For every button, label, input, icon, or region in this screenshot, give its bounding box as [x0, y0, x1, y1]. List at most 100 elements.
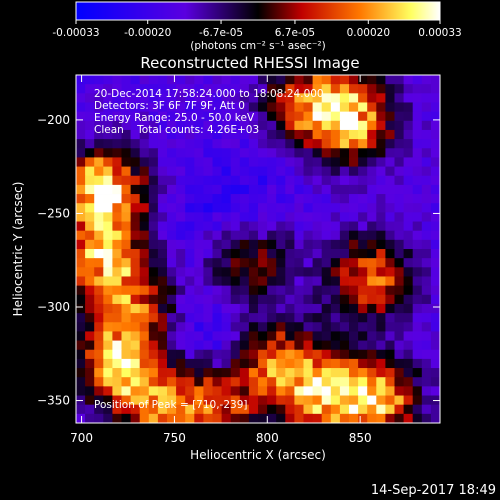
- heatmap-cell: [285, 276, 295, 287]
- heatmap-cell: [421, 322, 432, 332]
- heatmap-cell: [367, 194, 377, 204]
- heatmap-cell: [239, 111, 250, 122]
- heatmap-cell: [194, 111, 204, 122]
- heatmap-cell: [203, 395, 213, 406]
- heatmap-cell: [367, 230, 377, 241]
- heatmap-cell: [139, 166, 150, 177]
- heatmap-cell: [358, 102, 368, 113]
- heatmap-cell: [312, 395, 323, 406]
- heatmap-cell: [376, 377, 386, 387]
- heatmap-cell: [258, 75, 268, 85]
- heatmap-cell: [185, 331, 195, 341]
- heatmap-cell: [349, 84, 359, 94]
- heatmap-cell: [203, 120, 213, 131]
- heatmap-cell: [85, 212, 95, 222]
- heatmap-cell: [339, 358, 350, 369]
- heatmap-cell: [376, 303, 386, 314]
- heatmap-cell: [112, 184, 122, 195]
- heatmap-cell: [258, 129, 268, 140]
- heatmap-cell: [294, 395, 304, 406]
- heatmap-cell: [248, 377, 259, 387]
- heatmap-cell: [358, 303, 368, 314]
- heatmap-cell: [76, 194, 86, 204]
- y-axis-label: Heliocentric Y (arcsec): [11, 182, 25, 317]
- heatmap-cell: [421, 111, 432, 122]
- heatmap-cell: [94, 340, 104, 351]
- heatmap-cell: [185, 139, 195, 149]
- heatmap-cell: [385, 349, 395, 360]
- heatmap-cell: [303, 157, 313, 167]
- heatmap-cell: [421, 267, 432, 277]
- heatmap-cell: [421, 313, 432, 323]
- heatmap-cell: [239, 267, 250, 277]
- heatmap-cell: [358, 285, 368, 296]
- colorbar-tick-label: -0.00033: [52, 27, 99, 39]
- heatmap-cell: [85, 221, 95, 232]
- heatmap-cell: [276, 303, 286, 314]
- heatmap-cell: [112, 331, 122, 341]
- heatmap-cell: [412, 230, 423, 241]
- heatmap-cell: [112, 212, 122, 222]
- heatmap-cell: [367, 212, 377, 222]
- heatmap-cell: [112, 386, 122, 396]
- heatmap-cell: [239, 84, 250, 94]
- heatmap-cell: [294, 294, 304, 305]
- heatmap-cell: [394, 349, 404, 360]
- heatmap-cell: [358, 212, 368, 222]
- heatmap-cell: [339, 404, 350, 415]
- heatmap-cell: [230, 276, 241, 287]
- heatmap-cell: [303, 322, 313, 332]
- heatmap-cell: [148, 84, 159, 94]
- heatmap-cell: [258, 111, 268, 122]
- heatmap-cell: [258, 93, 268, 103]
- heatmap-cell: [385, 120, 395, 131]
- heatmap-cell: [267, 239, 277, 250]
- heatmap-cell: [385, 413, 395, 424]
- heatmap-cell: [121, 413, 131, 424]
- heatmap-cell: [303, 194, 313, 204]
- heatmap-cell: [267, 322, 277, 332]
- heatmap-cell: [221, 221, 232, 232]
- heatmap-cell: [376, 194, 386, 204]
- heatmap-cell: [394, 285, 404, 296]
- heatmap-cell: [312, 129, 323, 140]
- heatmap-cell: [321, 322, 332, 332]
- heatmap-cell: [330, 349, 341, 360]
- heatmap-cell: [376, 322, 386, 332]
- heatmap-cell: [421, 120, 432, 131]
- heatmap-cell: [94, 93, 104, 103]
- heatmap-cell: [421, 184, 432, 195]
- heatmap-cell: [239, 93, 250, 103]
- heatmap-cell: [376, 221, 386, 232]
- heatmap-cell: [403, 221, 414, 232]
- heatmap-cell: [367, 120, 377, 131]
- heatmap-cell: [121, 294, 131, 305]
- heatmap-cell: [248, 157, 259, 167]
- heatmap-cell: [267, 413, 277, 424]
- heatmap-cell: [112, 102, 122, 113]
- heatmap-cell: [385, 395, 395, 406]
- heatmap-cell: [221, 331, 232, 341]
- heatmap-cell: [312, 368, 323, 378]
- heatmap-cell: [376, 120, 386, 131]
- y-tick-label: −250: [37, 206, 70, 220]
- heatmap-cell: [212, 93, 222, 103]
- heatmap-cell: [321, 404, 332, 415]
- heatmap-cell: [267, 157, 277, 167]
- heatmap-cell: [421, 349, 432, 360]
- heatmap-cell: [221, 184, 232, 195]
- heatmap-cell: [385, 303, 395, 314]
- heatmap-cell: [103, 93, 113, 103]
- heatmap-cell: [258, 267, 268, 277]
- heatmap-cell: [230, 175, 241, 186]
- heatmap-cell: [148, 139, 159, 149]
- heatmap-cell: [321, 258, 332, 268]
- heatmap-cell: [394, 276, 404, 287]
- heatmap-cell: [203, 358, 213, 369]
- heatmap-cell: [339, 340, 350, 351]
- heatmap-cell: [421, 93, 432, 103]
- heatmap-cell: [212, 184, 222, 195]
- heatmap-cell: [85, 258, 95, 268]
- heatmap-cell: [321, 212, 332, 222]
- heatmap-cell: [239, 148, 250, 158]
